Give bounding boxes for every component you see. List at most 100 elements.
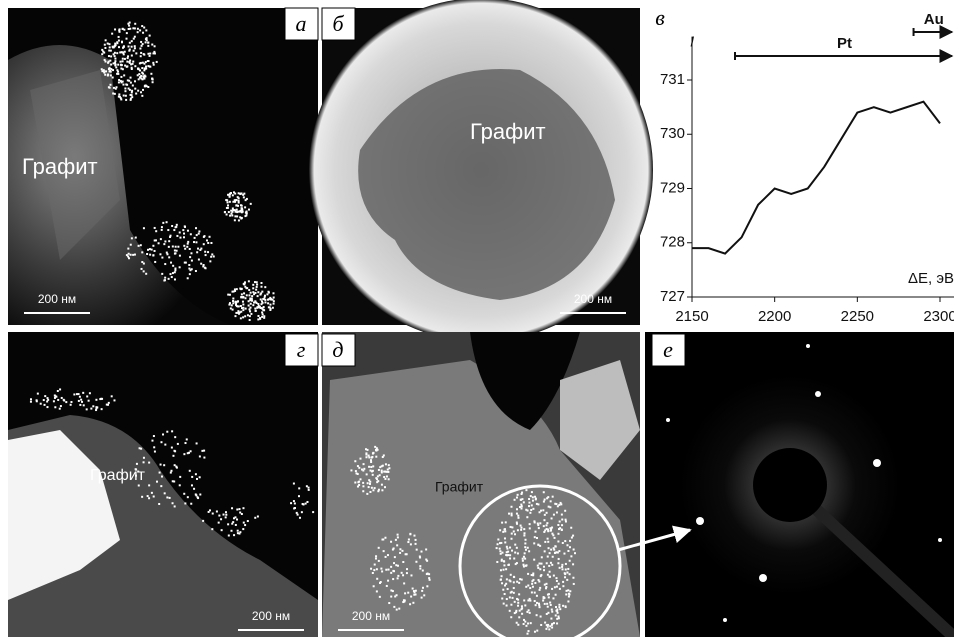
particle: [366, 493, 368, 495]
particle: [152, 254, 154, 256]
particle: [514, 544, 516, 546]
particle: [249, 319, 251, 321]
particle: [506, 598, 508, 600]
particle: [367, 449, 369, 451]
particle: [426, 585, 428, 587]
particle: [202, 520, 204, 522]
particle: [551, 609, 553, 611]
particle: [256, 306, 258, 308]
particle: [378, 547, 380, 549]
particle: [377, 480, 379, 482]
particle: [101, 53, 103, 55]
particle: [243, 292, 245, 294]
particle: [252, 287, 254, 289]
particle: [552, 496, 554, 498]
particle: [547, 626, 549, 628]
particle: [545, 583, 547, 585]
particle: [123, 74, 125, 76]
particle: [557, 540, 559, 542]
particle: [234, 200, 236, 202]
particle: [184, 502, 186, 504]
particle: [78, 393, 80, 395]
particle: [565, 563, 567, 565]
particle: [196, 251, 198, 253]
particle: [521, 613, 523, 615]
particle: [266, 293, 268, 295]
particle: [264, 301, 266, 303]
particle: [108, 61, 110, 63]
particle: [234, 290, 236, 292]
particle: [90, 408, 92, 410]
particle: [381, 539, 383, 541]
particle: [513, 530, 515, 532]
particle: [44, 404, 46, 406]
particle: [73, 393, 75, 395]
particle: [148, 497, 150, 499]
particle: [504, 528, 506, 530]
particle: [372, 453, 374, 455]
particle: [231, 304, 233, 306]
particle: [227, 204, 229, 206]
particle: [242, 528, 244, 530]
particle: [517, 605, 519, 607]
particle: [179, 255, 181, 257]
particle: [179, 231, 181, 233]
particle: [532, 574, 534, 576]
particle: [294, 502, 296, 504]
particle: [257, 295, 259, 297]
particle: [225, 516, 227, 518]
particle: [227, 201, 229, 203]
particle: [562, 568, 564, 570]
particle: [231, 291, 233, 293]
particle: [562, 605, 564, 607]
particle: [262, 309, 264, 311]
particle: [517, 552, 519, 554]
particle: [230, 307, 232, 309]
particle: [547, 574, 549, 576]
particle: [176, 235, 178, 237]
particle: [209, 260, 211, 262]
particle: [146, 253, 148, 255]
particle: [387, 554, 389, 556]
particle: [387, 580, 389, 582]
panel-label: б: [332, 11, 344, 36]
particle: [534, 592, 536, 594]
particle: [521, 492, 523, 494]
particle: [204, 251, 206, 253]
particle: [244, 215, 246, 217]
particle: [101, 408, 103, 410]
particle: [359, 478, 361, 480]
particle: [199, 455, 201, 457]
particle: [383, 471, 385, 473]
particle: [92, 405, 94, 407]
particle: [149, 53, 151, 55]
particle: [104, 74, 106, 76]
particle: [114, 28, 116, 30]
particle: [404, 599, 406, 601]
particle: [172, 455, 174, 457]
particle: [30, 398, 32, 400]
particle: [522, 558, 524, 560]
particle: [531, 491, 533, 493]
particle: [376, 478, 378, 480]
particle: [547, 538, 549, 540]
particle: [138, 245, 140, 247]
particle: [246, 294, 248, 296]
particle: [527, 585, 529, 587]
particle: [179, 484, 181, 486]
particle: [140, 41, 142, 43]
particle: [89, 392, 91, 394]
particle: [145, 65, 147, 67]
particle: [381, 484, 383, 486]
particle: [542, 600, 544, 602]
particle: [253, 302, 255, 304]
particle: [557, 505, 559, 507]
particle: [357, 486, 359, 488]
particle: [509, 557, 511, 559]
particle: [373, 569, 375, 571]
particle: [534, 496, 536, 498]
particle: [551, 611, 553, 613]
particle: [506, 546, 508, 548]
particle: [109, 87, 111, 89]
particle: [174, 249, 176, 251]
